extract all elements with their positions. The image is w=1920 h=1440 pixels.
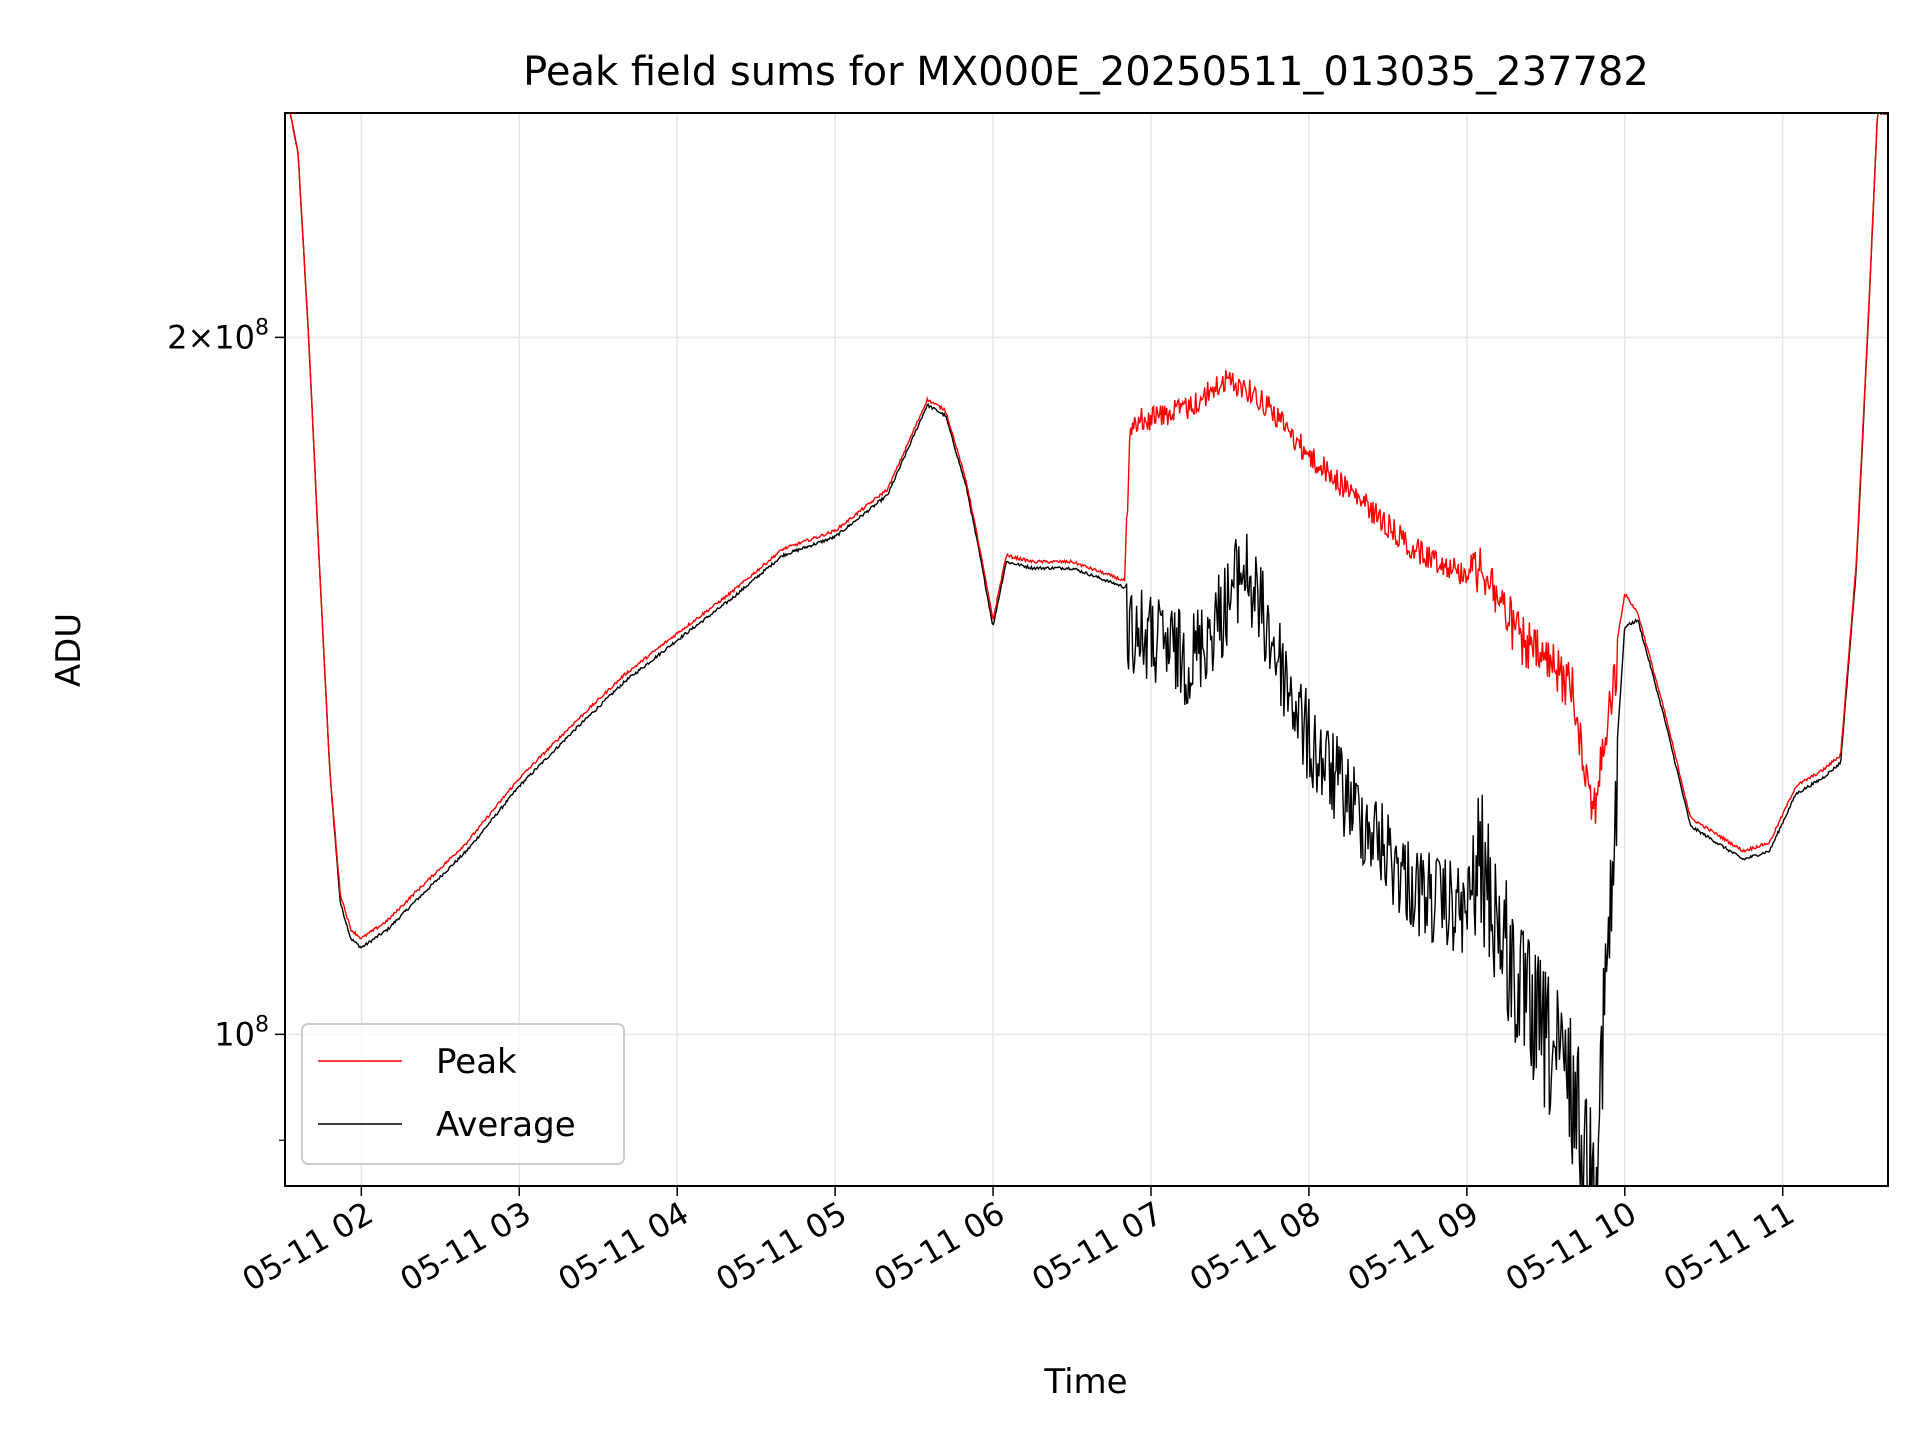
y-tick-label: 2×108 <box>167 315 269 356</box>
plot-frame <box>284 112 1889 1187</box>
y-tick-label: 108 <box>214 1012 269 1053</box>
legend-box <box>301 1023 625 1165</box>
legend: Peak Average <box>301 1023 625 1165</box>
series-layer <box>285 113 1888 1186</box>
y-axis-label: ADU <box>49 613 89 687</box>
x-axis-label: Time <box>1043 1362 1127 1402</box>
grid <box>285 113 1888 1186</box>
legend-label-peak: Peak <box>436 1042 517 1082</box>
y-axis: 2×108 108 <box>167 315 285 1141</box>
legend-label-average: Average <box>436 1105 576 1145</box>
chart-title: Peak field sums for MX000E_20250511_0130… <box>523 49 1649 95</box>
series-average-line <box>285 113 1888 1186</box>
series-peak-line <box>285 113 1888 940</box>
